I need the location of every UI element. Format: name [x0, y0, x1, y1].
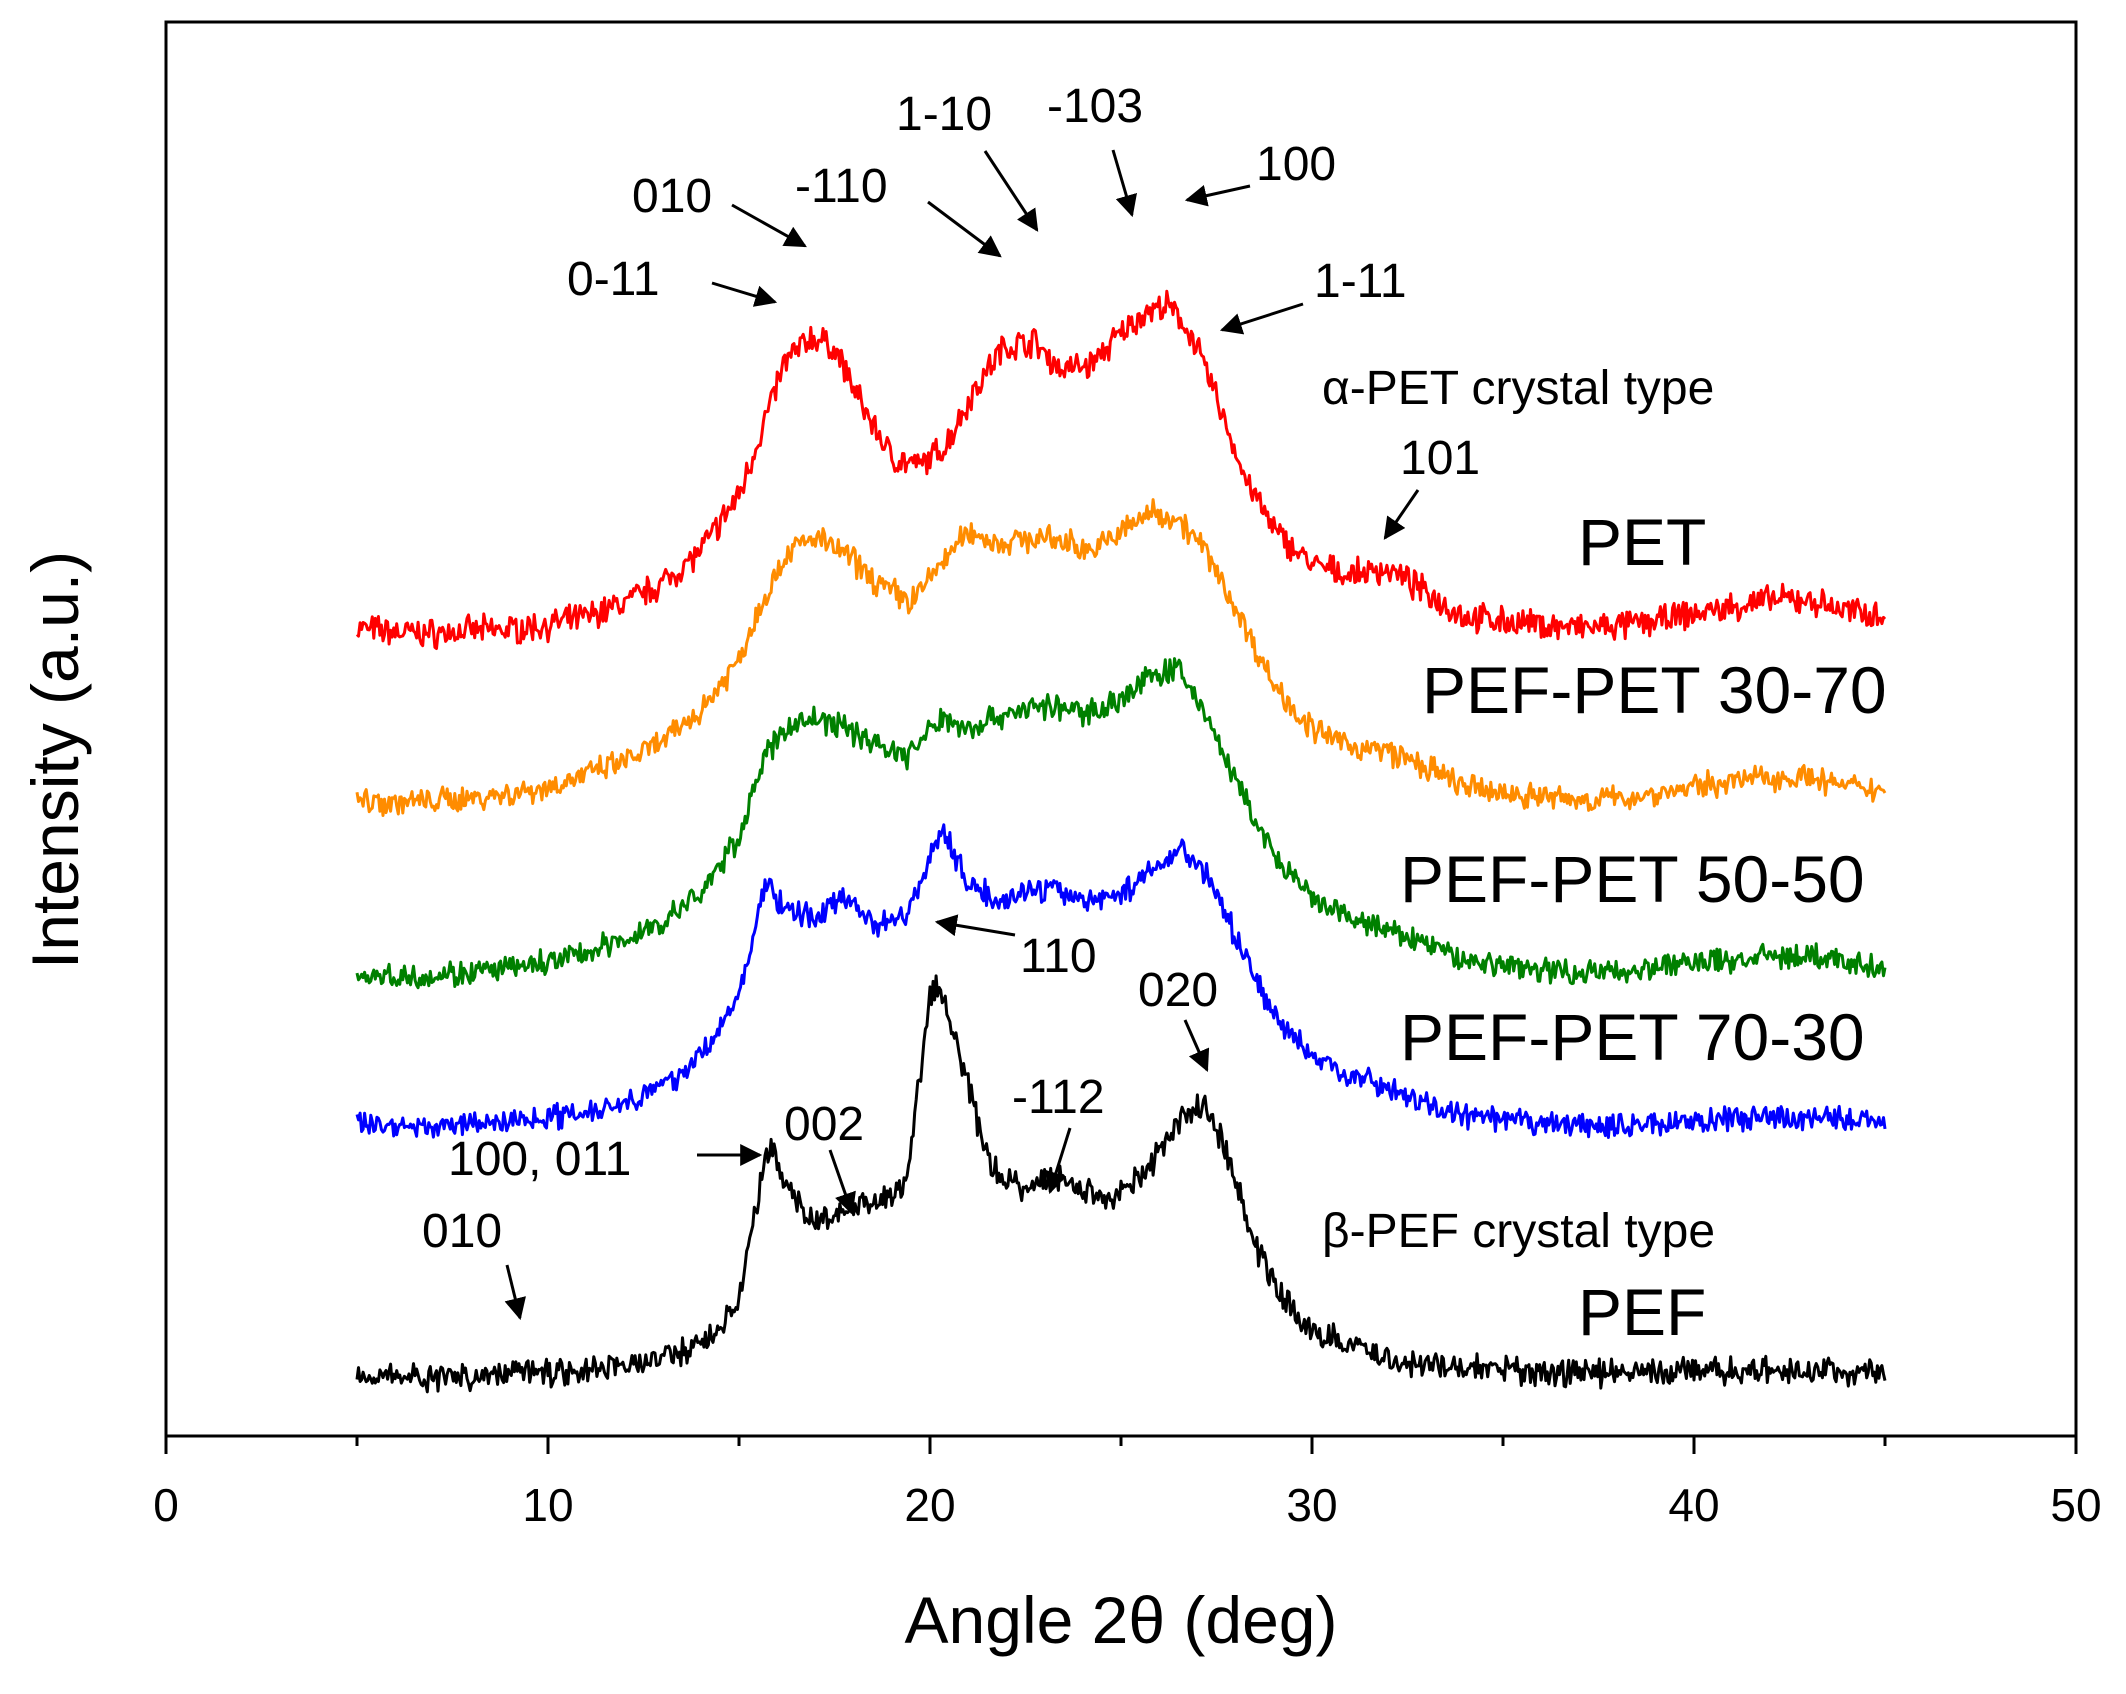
peak-arrow — [1045, 1127, 1072, 1195]
series-line-pef-pet-30-70 — [355, 498, 1887, 817]
peak-label-pet-1-10: 1-10 — [896, 88, 992, 141]
peak-label-pet-100: 100 — [1256, 138, 1336, 191]
series-label-pef-pet-50-50: PEF-PET 50-50 — [1400, 842, 1865, 916]
peak-label-pet-1-11: 1-11 — [1314, 255, 1407, 308]
alpha-crystal-type-label: α-PET crystal type — [1322, 362, 1714, 415]
peak-arrow — [934, 914, 1016, 937]
peak-arrow — [983, 150, 1039, 232]
peak-arrow — [927, 200, 1002, 258]
x-tick-label: 50 — [2050, 1479, 2101, 1531]
beta-crystal-type-label: β-PEF crystal type — [1322, 1205, 1715, 1258]
peak-arrow — [1184, 184, 1251, 207]
series-line-pef-pet-50-50 — [355, 657, 1887, 990]
peak-label-pef-010: 010 — [422, 1205, 502, 1258]
pef-peak-annotations: 010 100, 011 002 110 -112 020 — [422, 914, 1218, 1321]
series-label-pef-pet-70-30: PEF-PET 70-30 — [1400, 1000, 1865, 1074]
peak-arrow — [1111, 149, 1138, 218]
peak-label-pet-0-11: 0-11 — [567, 253, 660, 306]
peak-label-pet-neg110: -110 — [795, 160, 888, 213]
y-axis-title: Intensity (a.u.) — [18, 551, 92, 969]
peak-label-pet-010: 010 — [632, 170, 712, 223]
series-line-pef — [355, 974, 1887, 1394]
x-axis-ticks — [164, 1436, 2078, 1454]
x-tick-label: 0 — [153, 1479, 179, 1531]
series-label-pet: PET — [1578, 505, 1706, 579]
peak-arrow — [828, 1149, 856, 1216]
peak-label-pet-neg103: -103 — [1047, 80, 1143, 133]
peak-label-pef-neg112: -112 — [1012, 1071, 1105, 1124]
series-line-pet — [355, 289, 1887, 650]
series-label-pef: PEF — [1578, 1275, 1706, 1349]
peak-arrow — [1219, 302, 1304, 335]
peak-label-pet-101: 101 — [1400, 432, 1480, 485]
peak-arrow — [1383, 489, 1420, 540]
x-tick-label: 20 — [904, 1479, 955, 1531]
peak-label-pef-020: 020 — [1138, 964, 1218, 1017]
x-tick-label: 30 — [1286, 1479, 1337, 1531]
x-axis-tick-labels: 0 10 20 30 40 50 — [153, 1479, 2101, 1531]
x-tick-label: 40 — [1668, 1479, 1719, 1531]
pet-peak-annotations: 0-11 010 -110 1-10 -103 100 1-11 101 — [567, 80, 1480, 540]
x-tick-label: 10 — [522, 1479, 573, 1531]
peak-arrow — [504, 1264, 526, 1321]
series-line-pef-pet-70-30 — [355, 823, 1887, 1139]
peak-label-pef-002: 002 — [784, 1098, 864, 1151]
peak-label-pef-100-011: 100, 011 — [448, 1133, 631, 1186]
peak-arrow — [1183, 1019, 1210, 1073]
series-layer — [355, 289, 1887, 1394]
x-axis-title: Angle 2θ (deg) — [905, 1583, 1338, 1657]
peak-arrow — [731, 203, 807, 248]
peak-arrow — [711, 281, 778, 307]
peak-label-pef-110: 110 — [1020, 930, 1097, 983]
series-label-pef-pet-30-70: PEF-PET 30-70 — [1422, 653, 1887, 727]
